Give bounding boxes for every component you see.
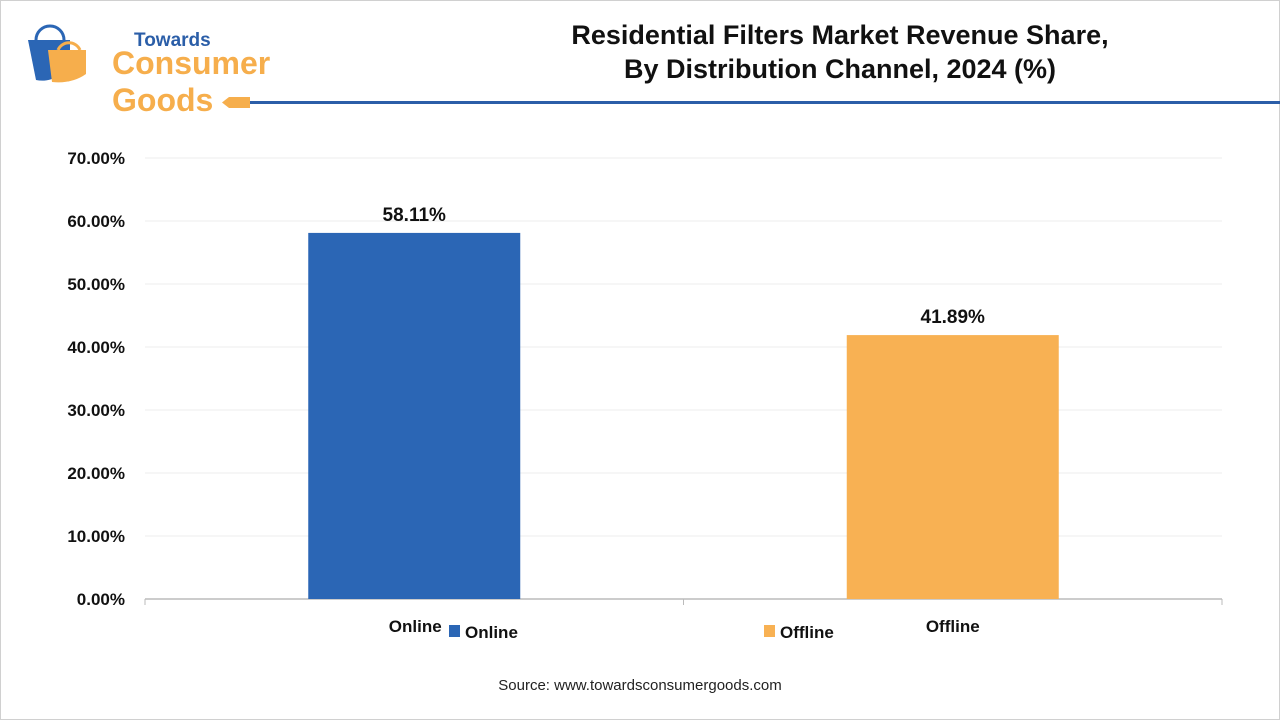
x-tick-label: Offline — [926, 617, 980, 636]
y-tick-label: 40.00% — [67, 338, 125, 357]
y-tick-label: 10.00% — [67, 527, 125, 546]
title-rule — [250, 101, 1280, 104]
y-tick-label: 0.00% — [77, 590, 125, 609]
title-rule-tag — [222, 97, 250, 108]
x-tick-label: Online — [389, 617, 442, 636]
legend-label: Online — [465, 623, 518, 642]
data-label: 58.11% — [383, 205, 446, 226]
y-tick-label: 70.00% — [67, 149, 125, 168]
logo: Towards Consumer Goods — [22, 22, 372, 118]
legend-label: Offline — [780, 623, 834, 642]
legend-swatch — [449, 625, 460, 637]
title-line-2: By Distribution Channel, 2024 (%) — [623, 54, 1057, 84]
shopping-bag-logo-icon — [28, 24, 86, 83]
y-tick-label: 20.00% — [67, 464, 125, 483]
data-label: 41.89% — [921, 307, 986, 328]
logo-text-towards: Towards — [134, 30, 211, 51]
y-tick-label: 60.00% — [67, 212, 125, 231]
bar-offline — [846, 335, 1059, 599]
y-tick-label: 50.00% — [67, 275, 125, 294]
bar-online — [308, 232, 521, 600]
logo-text-consumer-goods: Consumer Goods — [112, 45, 271, 118]
y-tick-label: 30.00% — [67, 401, 125, 420]
title-line-1: Residential Filters Market Revenue Share… — [571, 20, 1109, 50]
legend-swatch — [764, 625, 775, 637]
chart-title: Residential Filters Market Revenue Share… — [440, 18, 1240, 86]
source-text: Source: www.towardsconsumergoods.com — [498, 677, 782, 694]
